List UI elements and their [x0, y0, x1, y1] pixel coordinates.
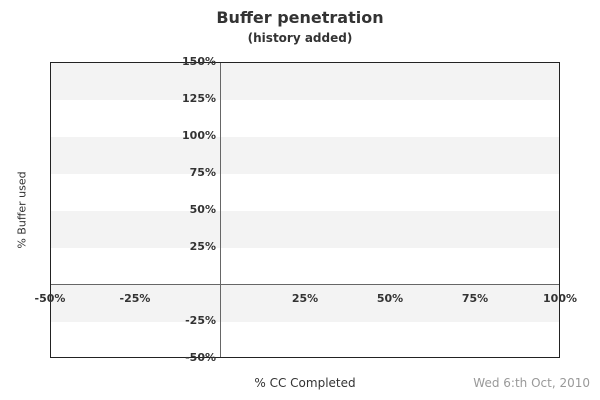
x-tick-label: 50%	[376, 292, 404, 305]
y-tick-label: 25%	[189, 240, 216, 253]
y-zero-gridline	[51, 284, 559, 285]
y-axis-title: % Buffer used	[15, 171, 29, 249]
chart-subtitle: (history added)	[247, 31, 353, 45]
y-tick-label: 75%	[189, 166, 216, 179]
y-tick-label: -50%	[185, 351, 216, 364]
y-tick-label: 100%	[182, 129, 216, 142]
y-tick-label: 125%	[182, 92, 216, 105]
x-axis-title: % CC Completed	[254, 376, 356, 390]
plot-area	[50, 62, 560, 358]
x-tick-label: -25%	[119, 292, 151, 305]
x-tick-label: 75%	[461, 292, 489, 305]
y-tick-label: 50%	[189, 203, 216, 216]
date-label: Wed 6:th Oct, 2010	[473, 376, 590, 390]
y-tick-label: -25%	[185, 314, 216, 327]
x-tick-label: 25%	[291, 292, 319, 305]
y-tick-label: 150%	[182, 55, 216, 68]
x-tick-label: -50%	[34, 292, 66, 305]
x-tick-label: 100%	[543, 292, 577, 305]
chart-title: Buffer penetration	[216, 8, 384, 27]
x-zero-gridline	[220, 63, 221, 357]
